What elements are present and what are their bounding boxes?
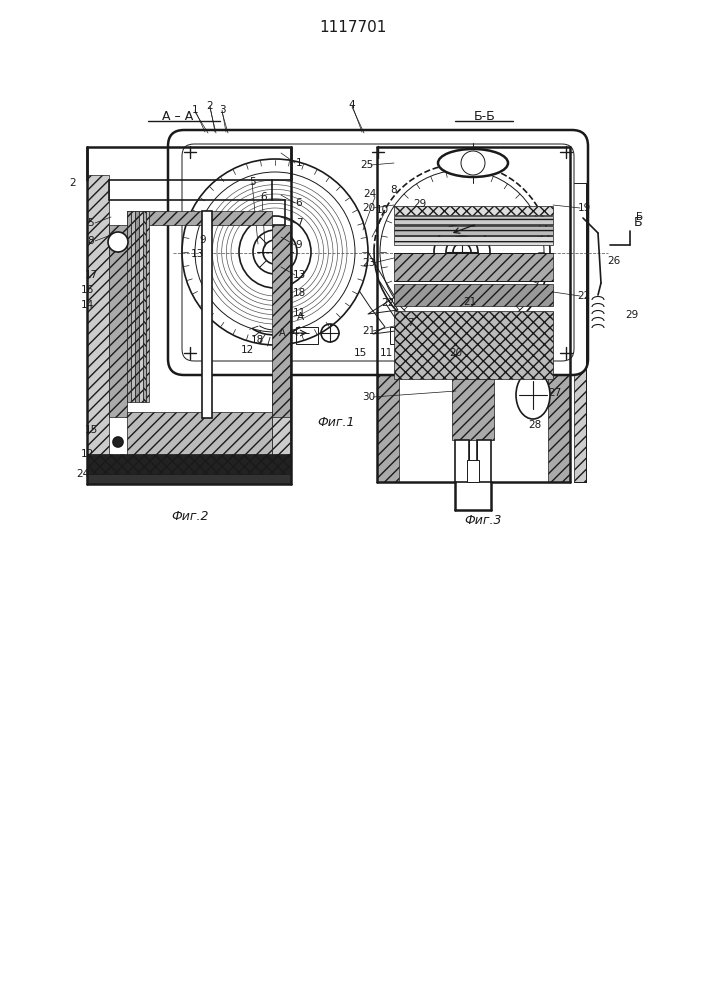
Bar bbox=[377, 147, 570, 183]
Text: А: А bbox=[296, 312, 303, 322]
Bar bbox=[394, 253, 553, 281]
Text: 2: 2 bbox=[206, 101, 214, 111]
Bar bbox=[390, 327, 412, 344]
Text: 27: 27 bbox=[549, 388, 561, 398]
Bar bbox=[455, 440, 469, 482]
Bar bbox=[139, 211, 143, 402]
Text: 6: 6 bbox=[296, 198, 303, 208]
Bar bbox=[452, 379, 494, 440]
Text: 12: 12 bbox=[240, 345, 254, 355]
Text: 1: 1 bbox=[296, 158, 303, 168]
Bar bbox=[127, 211, 272, 225]
Text: 20: 20 bbox=[363, 203, 375, 213]
FancyBboxPatch shape bbox=[168, 130, 588, 375]
Ellipse shape bbox=[438, 149, 508, 177]
Text: 24: 24 bbox=[76, 469, 90, 479]
Text: 13: 13 bbox=[293, 270, 305, 280]
Text: 22: 22 bbox=[381, 298, 395, 308]
Text: 1: 1 bbox=[192, 105, 198, 115]
Text: Б: Б bbox=[636, 212, 643, 222]
Text: А: А bbox=[279, 328, 286, 338]
Text: 2: 2 bbox=[70, 178, 76, 188]
Text: 21: 21 bbox=[363, 326, 375, 336]
Text: Фиг.1: Фиг.1 bbox=[317, 416, 355, 430]
Text: 5: 5 bbox=[249, 177, 255, 187]
Bar bbox=[394, 206, 553, 215]
Bar bbox=[202, 211, 212, 418]
Bar bbox=[143, 211, 146, 402]
Text: 13: 13 bbox=[190, 249, 204, 259]
Bar bbox=[574, 202, 586, 292]
Text: 17: 17 bbox=[84, 270, 98, 280]
Bar bbox=[135, 211, 139, 402]
Text: 20: 20 bbox=[450, 348, 462, 358]
Bar bbox=[87, 175, 109, 482]
Text: 11: 11 bbox=[293, 308, 305, 318]
Text: 9: 9 bbox=[296, 240, 303, 250]
Text: 25: 25 bbox=[361, 160, 373, 170]
Text: 21: 21 bbox=[463, 297, 477, 307]
Bar bbox=[394, 284, 553, 306]
Text: Фиг.3: Фиг.3 bbox=[464, 514, 502, 526]
Text: 11: 11 bbox=[380, 348, 392, 358]
Text: 18: 18 bbox=[293, 288, 305, 298]
Polygon shape bbox=[387, 279, 448, 331]
Bar bbox=[146, 211, 149, 402]
Bar bbox=[477, 440, 491, 482]
Text: 30: 30 bbox=[363, 392, 375, 402]
Bar bbox=[574, 173, 586, 482]
Text: А – А: А – А bbox=[163, 110, 194, 123]
Text: Б-Б: Б-Б bbox=[474, 110, 496, 123]
Bar bbox=[467, 460, 479, 482]
Text: 6: 6 bbox=[261, 192, 267, 202]
Text: 15: 15 bbox=[84, 425, 98, 435]
Bar bbox=[87, 454, 291, 482]
Bar bbox=[127, 412, 272, 462]
Bar bbox=[548, 173, 570, 482]
Bar bbox=[394, 216, 553, 225]
Text: 3: 3 bbox=[218, 105, 226, 115]
Ellipse shape bbox=[516, 371, 550, 419]
Text: 4: 4 bbox=[349, 100, 356, 110]
Text: 15: 15 bbox=[354, 348, 367, 358]
Text: 12: 12 bbox=[81, 449, 93, 459]
Bar bbox=[272, 225, 290, 417]
Text: 28: 28 bbox=[528, 420, 542, 430]
Bar bbox=[394, 236, 553, 245]
Circle shape bbox=[108, 232, 128, 252]
Bar bbox=[272, 175, 290, 482]
Bar bbox=[377, 173, 399, 482]
Text: Фиг.2: Фиг.2 bbox=[171, 510, 209, 524]
Bar bbox=[296, 327, 318, 344]
Text: 7: 7 bbox=[407, 318, 414, 328]
Bar bbox=[127, 211, 131, 402]
Text: 18: 18 bbox=[250, 335, 264, 345]
Text: 16: 16 bbox=[81, 285, 93, 295]
Text: 7: 7 bbox=[296, 218, 303, 228]
Bar bbox=[394, 311, 553, 379]
Text: 29: 29 bbox=[626, 310, 638, 320]
Text: 19: 19 bbox=[578, 203, 590, 213]
Circle shape bbox=[113, 437, 123, 447]
Text: 14: 14 bbox=[81, 300, 93, 310]
Text: 8: 8 bbox=[88, 236, 94, 246]
Text: Б: Б bbox=[633, 217, 643, 230]
Text: 26: 26 bbox=[607, 256, 621, 266]
Text: 10: 10 bbox=[375, 205, 389, 215]
Bar bbox=[131, 211, 135, 402]
Text: 1117701: 1117701 bbox=[320, 20, 387, 35]
Bar bbox=[109, 225, 127, 417]
Bar bbox=[87, 474, 291, 484]
Text: 9: 9 bbox=[199, 235, 206, 245]
Bar bbox=[394, 226, 553, 235]
Text: 23: 23 bbox=[363, 258, 375, 268]
Bar bbox=[202, 211, 212, 418]
Text: 22: 22 bbox=[578, 291, 590, 301]
Text: 29: 29 bbox=[414, 199, 426, 209]
Text: 8: 8 bbox=[391, 185, 397, 195]
Text: 24: 24 bbox=[363, 189, 377, 199]
Text: 5: 5 bbox=[88, 218, 94, 228]
